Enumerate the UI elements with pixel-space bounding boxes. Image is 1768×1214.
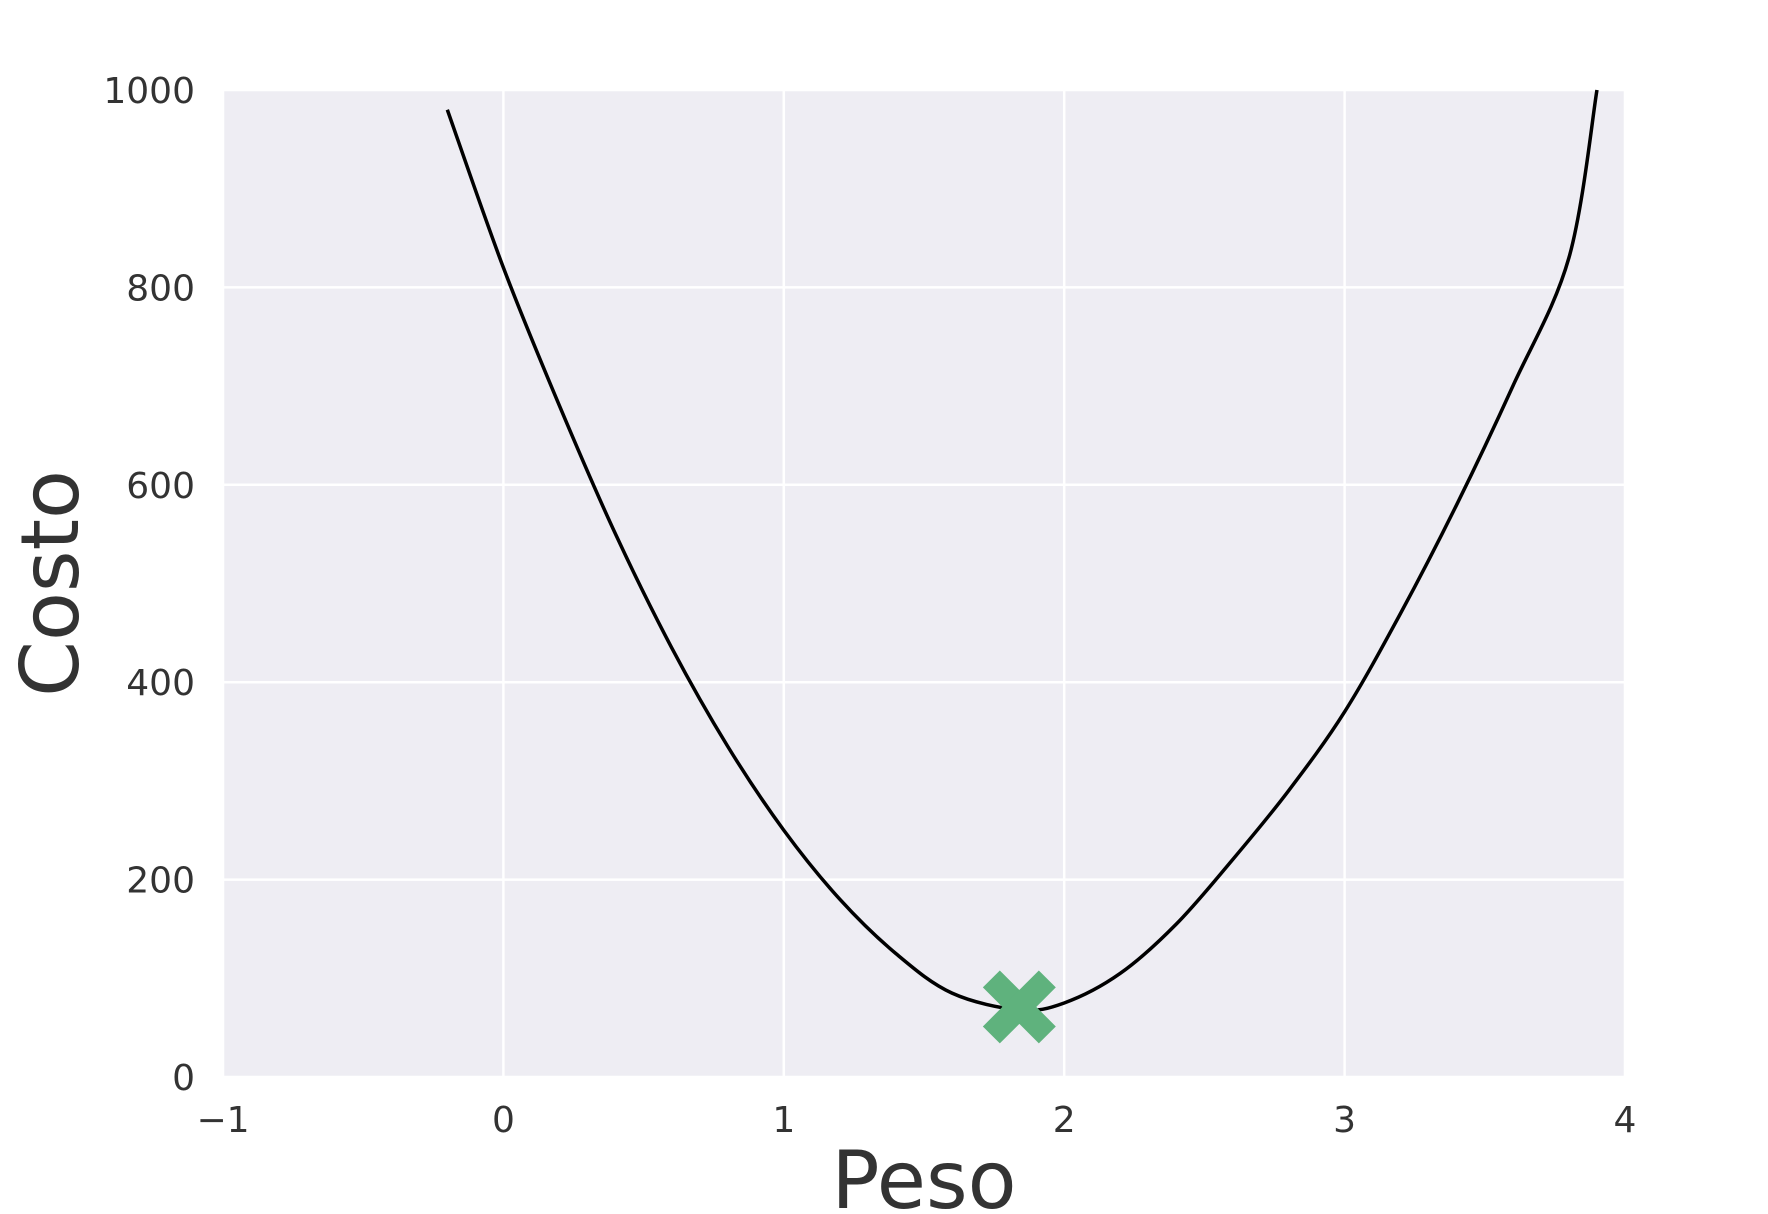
x-tick-label: 0 xyxy=(492,1100,515,1141)
y-tick-label: 800 xyxy=(126,268,195,309)
x-tick-label: 1 xyxy=(772,1100,795,1141)
grid-lines xyxy=(221,88,1627,1079)
x-tick-label: −1 xyxy=(196,1100,249,1141)
y-tick-label: 400 xyxy=(126,663,195,704)
x-tick-label: 2 xyxy=(1053,1100,1076,1141)
minimum-x-marker xyxy=(982,970,1056,1044)
plot-area xyxy=(223,90,1625,1077)
y-axis-title: Costo xyxy=(4,470,97,697)
y-tick-label: 0 xyxy=(172,1058,195,1099)
x-tick-label: 3 xyxy=(1333,1100,1356,1141)
series-layer xyxy=(445,89,1599,1013)
marker-layer xyxy=(982,970,1056,1044)
x-axis-title: Peso xyxy=(831,1134,1016,1214)
y-tick-label: 200 xyxy=(126,861,195,902)
cost-curve-line xyxy=(445,89,1599,1013)
y-tick-label: 600 xyxy=(126,466,195,507)
x-tick-label: 4 xyxy=(1614,1100,1637,1141)
y-tick-label: 1000 xyxy=(103,71,195,112)
